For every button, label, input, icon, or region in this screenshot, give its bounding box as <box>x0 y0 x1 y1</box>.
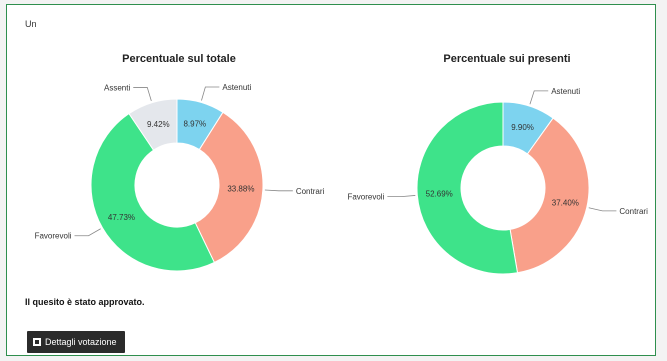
slice-label-favorevoli: Favorevoli <box>347 193 384 202</box>
slice-label-astenuti: Astenuti <box>551 87 580 96</box>
voting-results-panel: Un Percentuale sul totale Percentuale su… <box>6 4 656 356</box>
slice-value-astenuti: 9.90% <box>511 123 534 132</box>
approval-result-text: Il quesito è stato approvato. <box>25 297 145 307</box>
callout-line-favorevoli <box>387 195 415 196</box>
details-voting-button[interactable]: Dettagli votazione <box>27 331 125 353</box>
callout-line-contrari <box>589 208 617 211</box>
callout-line-astenuti <box>530 91 548 104</box>
slice-value-contrari: 37.40% <box>552 198 579 207</box>
slice-label-contrari: Contrari <box>619 207 648 216</box>
document-icon <box>33 338 41 346</box>
slice-favorevoli <box>417 102 517 274</box>
slice-value-favorevoli: 52.69% <box>426 189 453 198</box>
details-voting-label: Dettagli votazione <box>45 337 117 347</box>
